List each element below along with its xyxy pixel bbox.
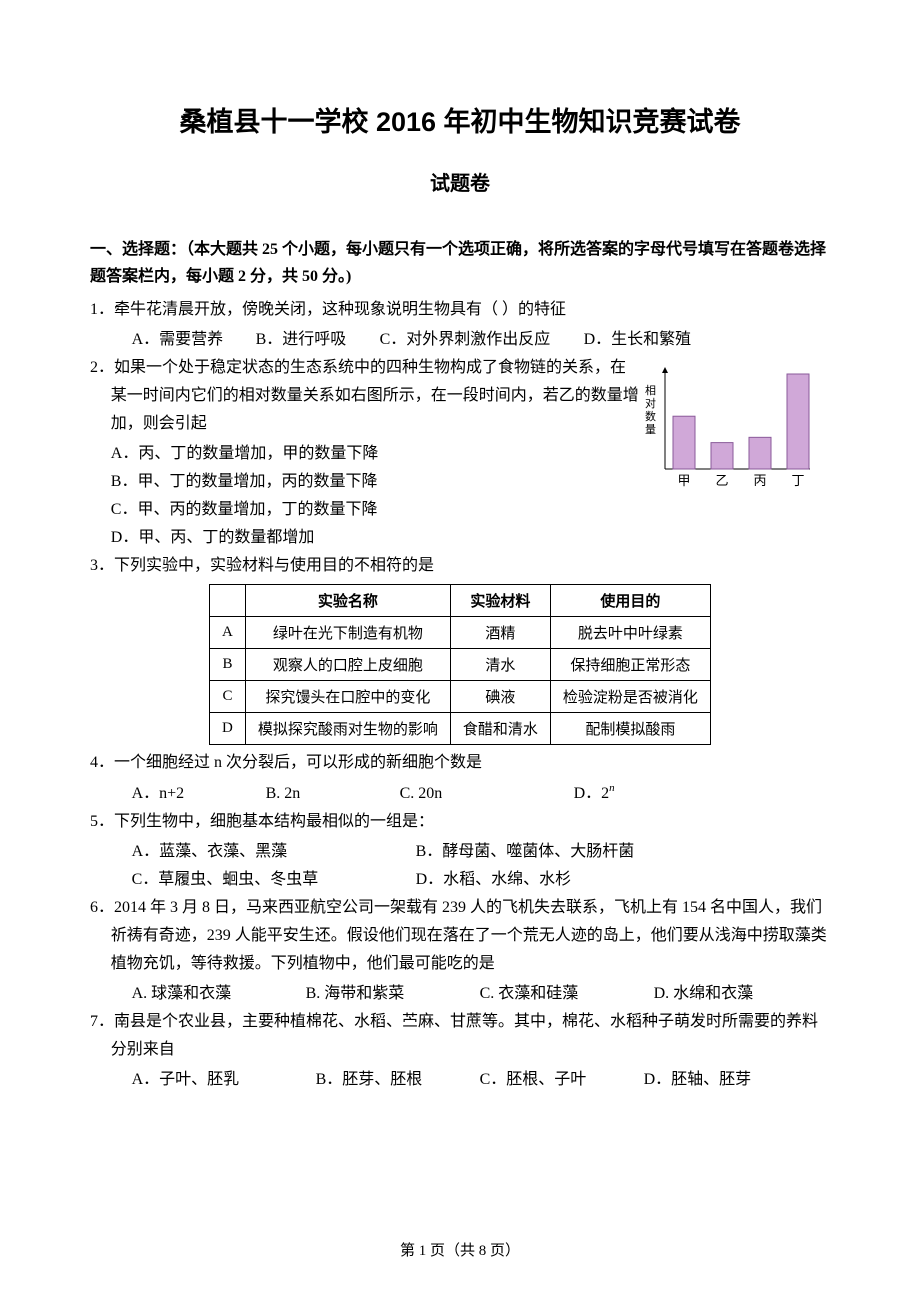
table-cell: 食醋和清水 — [450, 713, 550, 745]
question-5: 5．下列生物中，细胞基本结构最相似的一组是： — [90, 808, 830, 836]
table-header: 实验材料 — [450, 585, 550, 617]
q4-opt-b: B. 2n — [266, 780, 396, 808]
table-header: 使用目的 — [550, 585, 710, 617]
q7-opt-b: B．胚芽、胚根 — [316, 1066, 476, 1094]
q5-opt-d: D．水稻、水绵、水杉 — [416, 866, 572, 894]
q4-opt-c: C. 20n — [400, 780, 570, 808]
q5-opt-a: A．蓝藻、衣藻、黑藻 — [132, 838, 412, 866]
table-cell: 观察人的口腔上皮细胞 — [245, 649, 450, 681]
question-4: 4．一个细胞经过 n 次分裂后，可以形成的新细胞个数是 — [90, 749, 830, 777]
question-6-options: A. 球藻和衣藻 B. 海带和紫菜 C. 衣藻和硅藻 D. 水绵和衣藻 — [90, 980, 830, 1008]
question-7-options: A．子叶、胚乳 B．胚芽、胚根 C．胚根、子叶 D．胚轴、胚芽 — [90, 1066, 830, 1094]
table-cell: 模拟探究酸雨对生物的影响 — [245, 713, 450, 745]
q1-opt-c: C．对外界刺激作出反应 — [380, 326, 580, 354]
question-5-options-row1: A．蓝藻、衣藻、黑藻 B．酵母菌、噬菌体、大肠杆菌 — [90, 838, 830, 866]
table-cell: 脱去叶中叶绿素 — [550, 617, 710, 649]
table-row: A绿叶在光下制造有机物酒精脱去叶中叶绿素 — [210, 617, 711, 649]
svg-text:丙: 丙 — [753, 473, 766, 488]
q6-opt-c: C. 衣藻和硅藻 — [480, 980, 650, 1008]
q6-opt-b: B. 海带和紫菜 — [306, 980, 476, 1008]
svg-text:乙: 乙 — [715, 473, 728, 488]
q5-opt-c: C．草履虫、蛔虫、冬虫草 — [132, 866, 412, 894]
svg-text:丁: 丁 — [791, 473, 804, 488]
q1-opt-b: B．进行呼吸 — [256, 326, 376, 354]
section-header: 一、选择题：（本大题共 25 个小题，每小题只有一个选项正确，将所选答案的字母代… — [90, 236, 830, 290]
table-cell: 碘液 — [450, 681, 550, 713]
q7-opt-c: C．胚根、子叶 — [480, 1066, 640, 1094]
bar-chart: 相对数量甲 乙 丙 丁 — [635, 359, 815, 499]
table-header — [210, 585, 246, 617]
svg-text:数: 数 — [645, 410, 656, 423]
question-1-options: A．需要营养 B．进行呼吸 C．对外界刺激作出反应 D．生长和繁殖 — [90, 326, 830, 354]
page-title: 桑植县十一学校 2016 年初中生物知识竞赛试卷 — [90, 100, 830, 139]
page-footer: 第 1 页（共 8 页） — [0, 1239, 920, 1260]
table-cell: 配制模拟酸雨 — [550, 713, 710, 745]
experiment-table: 实验名称实验材料使用目的A绿叶在光下制造有机物酒精脱去叶中叶绿素B观察人的口腔上… — [209, 584, 711, 745]
q6-opt-d: D. 水绵和衣藻 — [654, 980, 754, 1008]
table-cell: 探究馒头在口腔中的变化 — [245, 681, 450, 713]
table-cell: A — [210, 617, 246, 649]
question-1: 1．牵牛花清晨开放，傍晚关闭，这种现象说明生物具有（ ）的特征 — [90, 296, 830, 324]
q7-opt-a: A．子叶、胚乳 — [132, 1066, 312, 1094]
question-7: 7．南县是个农业县，主要种植棉花、水稻、苎麻、甘蔗等。其中，棉花、水稻种子萌发时… — [90, 1008, 830, 1064]
question-3: 3．下列实验中，实验材料与使用目的不相符的是 — [90, 552, 830, 580]
table-cell: 酒精 — [450, 617, 550, 649]
svg-text:相: 相 — [645, 384, 656, 397]
table-header: 实验名称 — [245, 585, 450, 617]
question-5-options-row2: C．草履虫、蛔虫、冬虫草 D．水稻、水绵、水杉 — [90, 866, 830, 894]
question-4-options: A．n+2 B. 2n C. 20n D．2n — [90, 779, 830, 807]
svg-text:甲: 甲 — [677, 473, 690, 488]
question-2-wrap: 2．如果一个处于稳定状态的生态系统中的四种生物构成了食物链的关系，在某一时间内它… — [90, 354, 830, 552]
page-subtitle: 试题卷 — [90, 167, 830, 196]
q7-opt-d: D．胚轴、胚芽 — [644, 1066, 752, 1094]
table-cell: 检验淀粉是否被消化 — [550, 681, 710, 713]
q4-opt-a: A．n+2 — [132, 780, 262, 808]
table-cell: 清水 — [450, 649, 550, 681]
q1-opt-a: A．需要营养 — [132, 326, 252, 354]
question-6: 6．2014 年 3 月 8 日，马来西亚航空公司一架载有 239 人的飞机失去… — [90, 894, 830, 978]
table-row: C探究馒头在口腔中的变化碘液检验淀粉是否被消化 — [210, 681, 711, 713]
q6-opt-a: A. 球藻和衣藻 — [132, 980, 302, 1008]
table-row: B观察人的口腔上皮细胞清水保持细胞正常形态 — [210, 649, 711, 681]
table-cell: 保持细胞正常形态 — [550, 649, 710, 681]
table-cell: B — [210, 649, 246, 681]
q5-opt-b: B．酵母菌、噬菌体、大肠杆菌 — [416, 838, 635, 866]
table-cell: C — [210, 681, 246, 713]
table-cell: D — [210, 713, 246, 745]
q1-opt-d: D．生长和繁殖 — [584, 326, 692, 354]
q4-opt-d: D．2n — [574, 779, 615, 807]
q2-opt-d: D．甲、丙、丁的数量都增加 — [90, 524, 830, 552]
table-cell: 绿叶在光下制造有机物 — [245, 617, 450, 649]
q2-opt-c: C．甲、丙的数量增加，丁的数量下降 — [90, 496, 830, 524]
svg-text:对: 对 — [645, 396, 656, 410]
table-row: D模拟探究酸雨对生物的影响食醋和清水配制模拟酸雨 — [210, 713, 711, 745]
svg-text:量: 量 — [645, 423, 656, 436]
